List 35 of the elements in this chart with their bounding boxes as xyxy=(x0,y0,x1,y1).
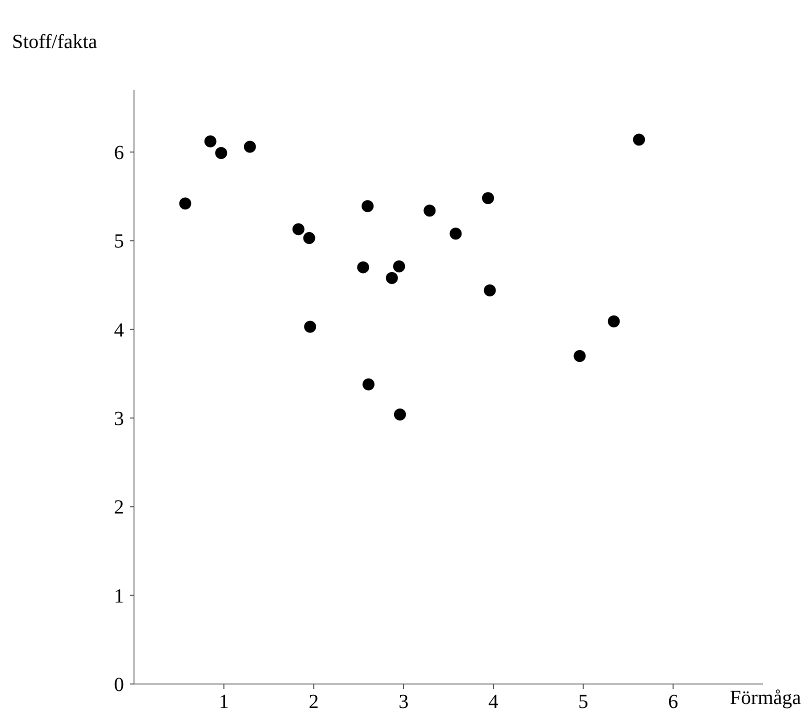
point xyxy=(450,228,462,240)
x-tick-label: 3 xyxy=(398,691,409,713)
point xyxy=(484,284,496,296)
point xyxy=(482,192,494,204)
point xyxy=(393,260,406,272)
y-tick-label: 2 xyxy=(114,496,124,519)
point xyxy=(362,378,375,390)
x-tick-label: 1 xyxy=(218,691,229,713)
point xyxy=(394,408,406,420)
point xyxy=(204,135,216,148)
y-tick-label: 5 xyxy=(114,230,124,253)
point xyxy=(292,223,304,236)
point xyxy=(244,140,256,153)
y-tick-label: 6 xyxy=(114,142,124,164)
point xyxy=(303,232,316,244)
y-tick-label: 3 xyxy=(114,408,124,430)
point xyxy=(608,315,620,328)
x-tick-label: 4 xyxy=(488,691,498,713)
point xyxy=(632,134,645,146)
x-tick-label: 5 xyxy=(578,691,588,713)
x-tick-label: 6 xyxy=(668,691,678,713)
point xyxy=(362,200,374,212)
point xyxy=(215,146,228,159)
point xyxy=(357,261,370,274)
y-axis-title: Stoff/fakta xyxy=(12,31,98,53)
y-tick-label: 4 xyxy=(114,319,124,342)
point xyxy=(424,204,436,217)
point xyxy=(304,320,316,333)
x-tick-label: 2 xyxy=(308,691,319,713)
y-tick-label: 0 xyxy=(114,674,124,696)
point xyxy=(386,272,398,284)
point xyxy=(574,350,586,362)
x-axis-title: Förmåga xyxy=(730,687,802,709)
point xyxy=(179,197,192,210)
y-tick-label: 1 xyxy=(114,585,124,608)
